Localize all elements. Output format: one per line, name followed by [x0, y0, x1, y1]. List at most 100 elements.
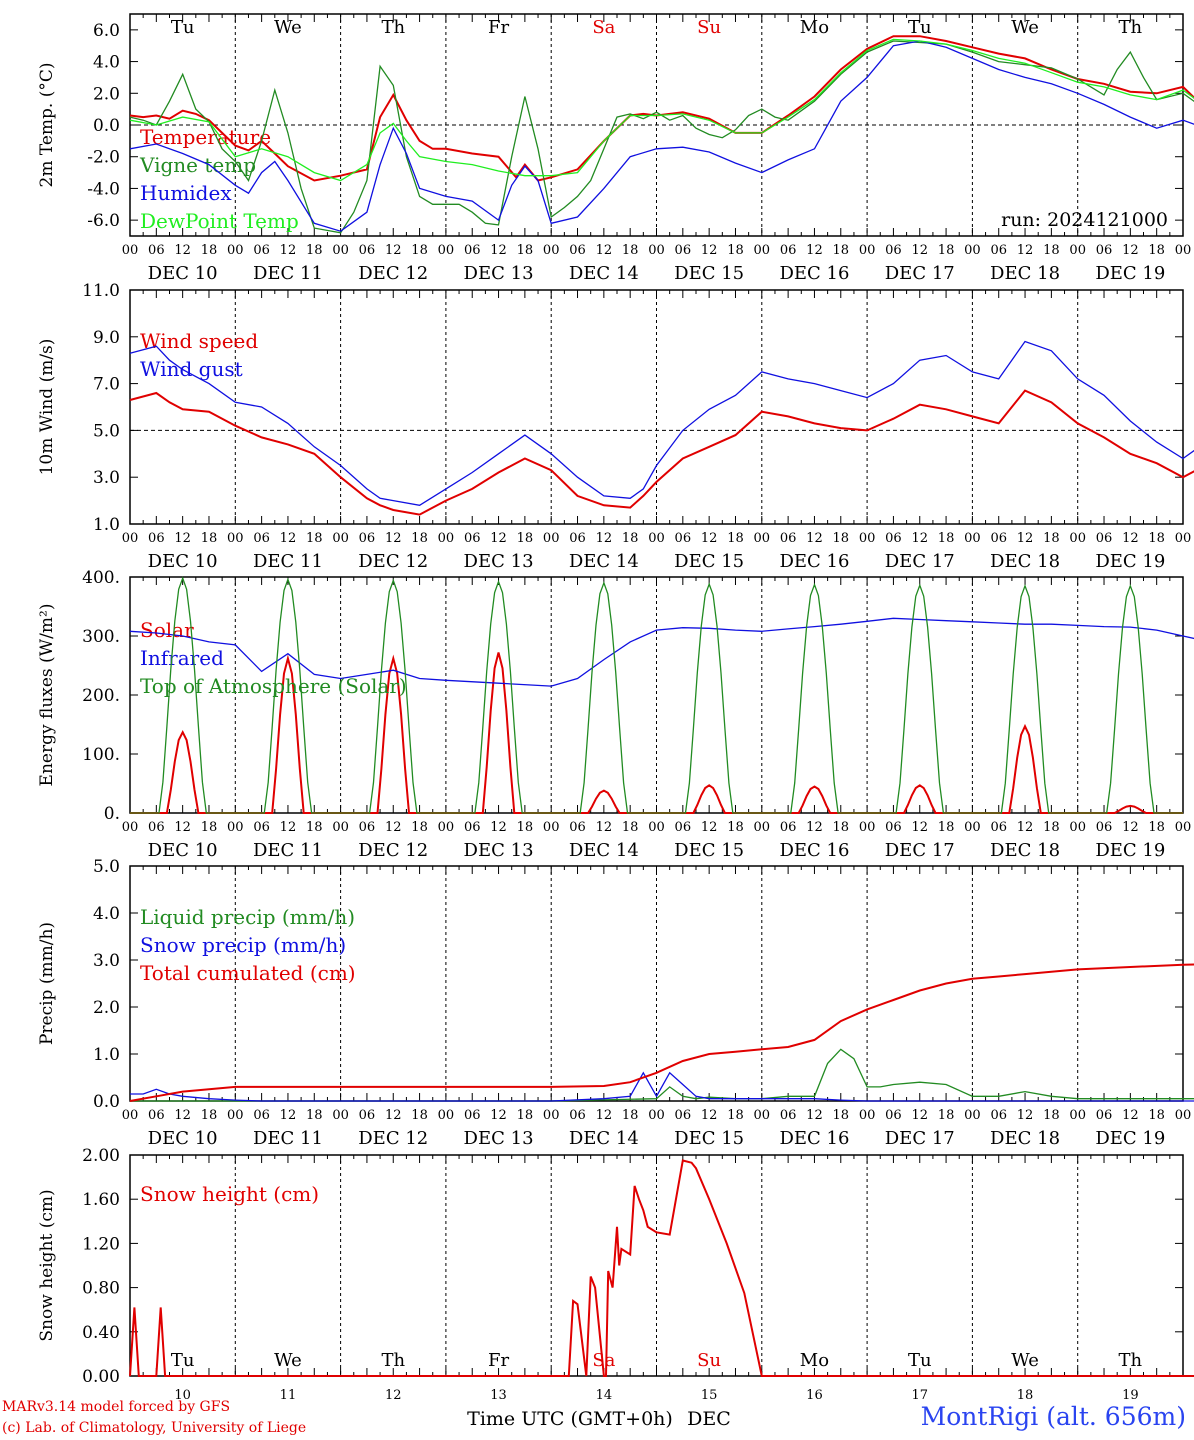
x-hour-label: 00 — [964, 820, 981, 835]
x-hour-label: 06 — [569, 1108, 586, 1123]
x-hour-label: 12 — [490, 820, 507, 835]
x-hour-label: 12 — [174, 531, 191, 546]
x-hour-label: 18 — [727, 531, 744, 546]
x-hour-label: 12 — [174, 1108, 191, 1123]
series-liquid-precip-mm-h- — [130, 1048, 1194, 1102]
station-label: MontRigi (alt. 656m) — [920, 1402, 1186, 1431]
y-tick-label: -4.0 — [87, 179, 120, 199]
x-hour-label: 06 — [148, 820, 165, 835]
x-hour-label: 12 — [1017, 1108, 1034, 1123]
x-hour-label: 12 — [701, 531, 718, 546]
credits-line-1: MARv3.14 model forced by GFS — [2, 1399, 231, 1415]
x-hour-label: 18 — [727, 243, 744, 258]
x-date-label: DEC 15 — [674, 1128, 744, 1149]
series-infrared — [129, 617, 1194, 687]
x-hour-label: 12 — [174, 820, 191, 835]
y-tick-label: 4.0 — [93, 53, 120, 73]
x-hour-label: 06 — [253, 243, 270, 258]
panel-wind: 1.0 3.0 5.0 7.0 9.0 11.0 10m Wind (m/s) 00 06 12 1… — [37, 281, 1194, 572]
weekday-label: Tu — [171, 1350, 195, 1371]
x-hour-label: 18 — [1148, 531, 1165, 546]
x-hour-label: 18 — [517, 243, 534, 258]
y-tick-label: 5.0 — [93, 857, 120, 877]
x-hour-label: 12 — [280, 820, 297, 835]
x-date-label: DEC 17 — [885, 840, 955, 861]
bottom-day-number: 14 — [596, 1388, 613, 1403]
x-hour-label: 12 — [596, 1108, 613, 1123]
y-tick-label: 4.0 — [93, 904, 120, 924]
x-hour-label: 06 — [148, 243, 165, 258]
x-hour-label: 00 — [332, 531, 349, 546]
series-vigne-temp — [129, 40, 1194, 234]
x-hour-label: 00 — [1175, 243, 1192, 258]
x-hour-label: 12 — [385, 531, 402, 546]
x-hour-label: 18 — [1043, 1108, 1060, 1123]
x-date-label: DEC 10 — [148, 551, 218, 572]
x-hour-label: 18 — [1148, 820, 1165, 835]
x-hour-label: 06 — [359, 243, 376, 258]
x-hour-label: 18 — [1043, 820, 1060, 835]
x-hour-label: 00 — [438, 1108, 455, 1123]
bottom-day-number: 12 — [385, 1388, 402, 1403]
x-date-label: DEC 15 — [674, 551, 744, 572]
series-wind-gust — [129, 340, 1194, 506]
weekday-label: Sa — [592, 17, 615, 38]
x-date-label: DEC 15 — [674, 263, 744, 284]
x-hour-label: 06 — [885, 820, 902, 835]
x-hour-label: 12 — [1017, 531, 1034, 546]
x-hour-label: 00 — [648, 1108, 665, 1123]
x-hour-label: 12 — [806, 531, 823, 546]
x-hour-label: 18 — [411, 820, 428, 835]
weekday-label: We — [1011, 17, 1039, 38]
x-date-label: DEC 12 — [358, 263, 428, 284]
legend-temperature: Temperature — [140, 125, 271, 149]
x-hour-label: 18 — [833, 1108, 850, 1123]
x-date-label: DEC 18 — [990, 840, 1060, 861]
weekday-label: Th — [381, 17, 405, 38]
y-tick-label: 3.0 — [93, 468, 120, 488]
series-top-of-atmosphere-solar- — [130, 576, 1183, 814]
x-hour-label: 18 — [1148, 1108, 1165, 1123]
series-dewpoint-temp — [129, 38, 1194, 182]
weekday-label: Mo — [800, 17, 829, 38]
x-date-label: DEC 14 — [569, 551, 639, 572]
x-hour-label: 06 — [675, 531, 692, 546]
x-hour-label: 12 — [280, 531, 297, 546]
x-hour-label: 00 — [754, 531, 771, 546]
x-hour-label: 12 — [701, 820, 718, 835]
x-hour-label: 06 — [464, 243, 481, 258]
x-date-label: DEC 13 — [464, 1128, 534, 1149]
x-hour-label: 00 — [648, 820, 665, 835]
x-hour-label: 12 — [385, 243, 402, 258]
x-hour-label: 06 — [885, 1108, 902, 1123]
x-hour-label: 00 — [1069, 820, 1086, 835]
x-hour-label: 12 — [911, 243, 928, 258]
x-hour-label: 06 — [253, 531, 270, 546]
x-hour-label: 00 — [438, 243, 455, 258]
x-hour-label: 06 — [675, 1108, 692, 1123]
y-axis-label: 10m Wind (m/s) — [37, 339, 57, 476]
weekday-label: Sa — [592, 1350, 615, 1371]
x-hour-label: 00 — [332, 820, 349, 835]
x-hour-label: 18 — [411, 1108, 428, 1123]
x-hour-label: 00 — [1175, 531, 1192, 546]
x-hour-label: 06 — [675, 820, 692, 835]
x-hour-label: 06 — [569, 531, 586, 546]
bottom-month-label: DEC — [687, 1408, 731, 1430]
x-hour-label: 06 — [990, 531, 1007, 546]
x-hour-label: 06 — [569, 243, 586, 258]
x-date-label: DEC 16 — [779, 551, 849, 572]
x-hour-label: 18 — [201, 531, 218, 546]
legend-snow-precip-mm-h-: Snow precip (mm/h) — [140, 933, 346, 957]
x-date-label: DEC 19 — [1095, 840, 1165, 861]
weekday-label: Th — [381, 1350, 405, 1371]
weekday-label: Tu — [908, 17, 932, 38]
x-hour-label: 18 — [938, 243, 955, 258]
x-hour-label: 00 — [1069, 531, 1086, 546]
y-tick-label: 6.0 — [93, 21, 120, 41]
x-hour-label: 00 — [859, 243, 876, 258]
x-date-label: DEC 15 — [674, 840, 744, 861]
x-date-label: DEC 14 — [569, 263, 639, 284]
x-hour-label: 00 — [859, 531, 876, 546]
legend-total-cumulated-cm-: Total cumulated (cm) — [140, 961, 356, 985]
